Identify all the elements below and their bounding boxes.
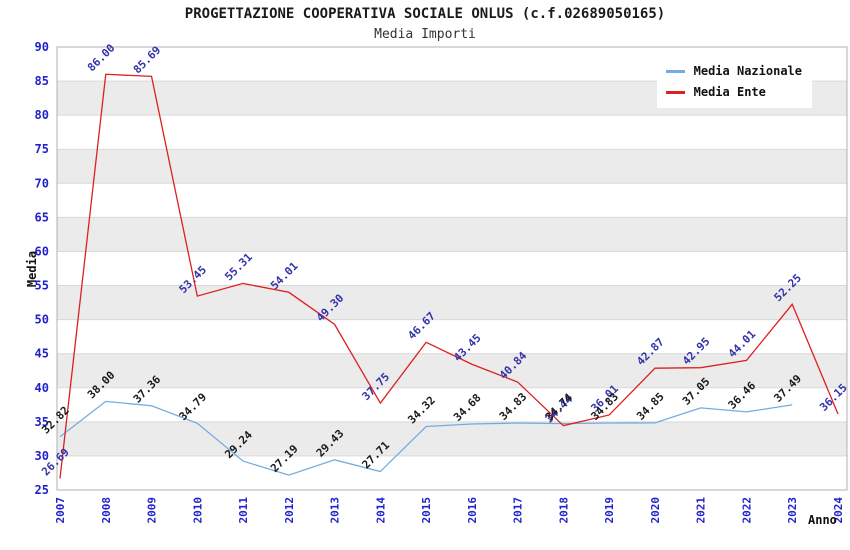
plot-band <box>57 387 847 422</box>
x-axis-tick-label: 2008 <box>100 497 113 524</box>
y-axis-tick-label: 55 <box>35 279 49 293</box>
y-axis-tick-label: 50 <box>35 313 49 327</box>
y-axis-tick-label: 30 <box>35 449 49 463</box>
plot-band <box>57 455 847 490</box>
plot-band <box>57 285 847 320</box>
y-axis-tick-label: 45 <box>35 347 49 361</box>
legend-label: Media Nazionale <box>693 64 802 78</box>
plot-border <box>56 46 848 491</box>
x-axis-tick-label: 2014 <box>374 497 387 524</box>
y-axis-tick-label: 70 <box>35 176 49 190</box>
x-axis-tick-label: 2015 <box>420 497 433 524</box>
y-axis-tick-label: 40 <box>35 381 49 395</box>
y-axis-tick-label: 25 <box>35 483 49 497</box>
plot-band <box>57 115 847 150</box>
media-nazionale-line <box>59 400 793 476</box>
legend-item-media-nazionale: Media Nazionale <box>665 64 802 78</box>
legend: Media Nazionale Media Ente <box>656 57 812 108</box>
x-axis-tick-label: 2012 <box>283 497 296 524</box>
plot-band <box>57 421 847 456</box>
plot-band <box>57 183 847 218</box>
x-axis-tick-label: 2019 <box>603 497 616 524</box>
y-axis-tick-label: 75 <box>35 142 49 156</box>
y-axis-tick-label: 60 <box>35 244 49 258</box>
chart-title: PROGETTAZIONE COOPERATIVA SOCIALE ONLUS … <box>184 6 666 22</box>
x-axis-tick-label: 2021 <box>695 497 708 524</box>
media-ente-line <box>59 73 839 479</box>
media-nazionale-swatch-icon <box>665 69 685 73</box>
x-axis-title: Anno <box>808 513 837 527</box>
x-axis-tick-label: 2010 <box>191 497 204 524</box>
y-axis-title: Media <box>25 250 40 288</box>
x-axis-tick-label: 2020 <box>649 497 662 524</box>
y-axis-tick-label: 85 <box>35 74 49 88</box>
x-axis-tick-label: 2013 <box>329 497 342 524</box>
x-axis-tick-label: 2018 <box>557 497 570 524</box>
plot-band <box>57 251 847 286</box>
plot-band <box>57 217 847 252</box>
x-axis-tick-label: 2009 <box>146 497 159 524</box>
plot-band <box>57 149 847 184</box>
y-axis-tick-label: 80 <box>35 108 49 122</box>
plot-band <box>57 353 847 388</box>
y-axis-tick-label: 90 <box>35 40 49 54</box>
y-axis-tick-label: 65 <box>35 210 49 224</box>
chart-subtitle: Media Importi <box>374 27 476 42</box>
legend-item-media-ente: Media Ente <box>665 85 802 99</box>
x-axis-tick-label: 2023 <box>786 497 799 524</box>
x-axis-tick-label: 2016 <box>466 497 479 524</box>
x-axis-tick-label: 2017 <box>512 497 525 524</box>
x-axis-tick-label: 2024 <box>832 497 845 524</box>
x-axis-tick-label: 2022 <box>740 497 753 524</box>
x-axis-tick-label: 2007 <box>54 497 67 524</box>
y-axis-tick-label: 35 <box>35 415 49 429</box>
legend-label: Media Ente <box>693 85 766 99</box>
plot-band <box>57 319 847 354</box>
media-ente-swatch-icon <box>665 90 685 94</box>
x-axis-tick-label: 2011 <box>237 497 250 524</box>
